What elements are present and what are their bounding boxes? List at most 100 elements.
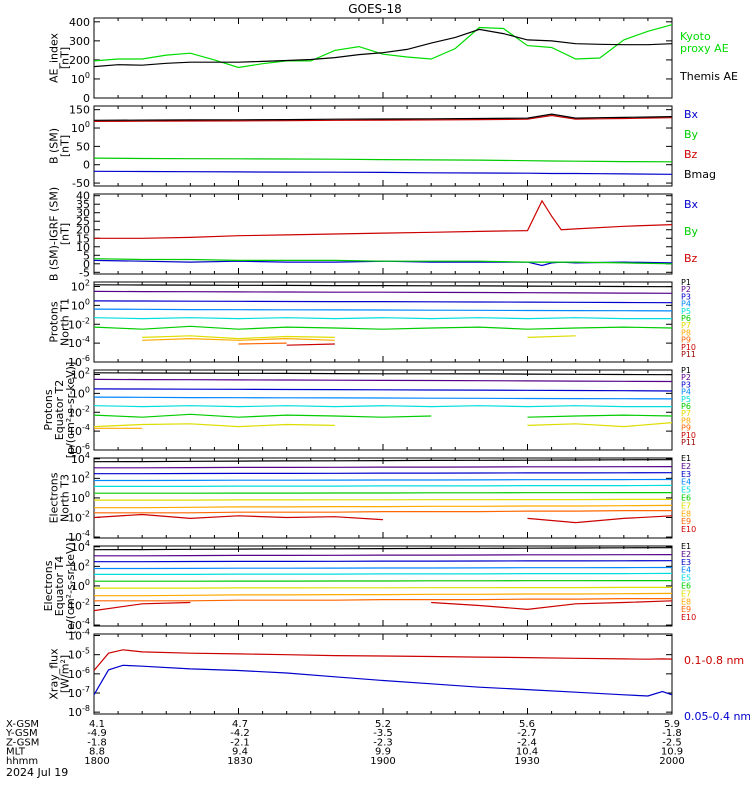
x-tick-label: 1930 (514, 756, 539, 767)
y-tick-label: 10-2 (68, 597, 90, 612)
x-row-label: hhmm (6, 756, 38, 767)
panel-frame (93, 633, 673, 715)
y-tick-label: 10-2 (68, 509, 90, 524)
series-line-p2 (93, 290, 673, 294)
legend-label: Kyoto (680, 30, 711, 43)
y-tick-label: 102 (71, 470, 90, 485)
y-tick-label: -50 (72, 177, 90, 190)
legend-label: P11 (681, 350, 696, 359)
y-tick-label: 10-6 (68, 666, 90, 681)
legend-label: P3 (681, 292, 691, 301)
legend-label: P8 (681, 416, 691, 425)
series-line-e4 (94, 478, 673, 482)
series-line-e9 (94, 510, 672, 514)
y-tick-label: 102 (71, 279, 90, 294)
y-tick-label: 20 (76, 224, 90, 237)
legend-label: E7 (681, 501, 691, 510)
x-tick-label: -1.8 (87, 737, 107, 748)
legend-label: E4 (681, 566, 691, 575)
series-line-p3 (93, 300, 673, 304)
legend-label: E10 (681, 525, 696, 534)
x-tick-label: -4.2 (230, 728, 250, 739)
legend-label: P4 (681, 388, 691, 397)
x-axis-table: X-GSM 4.1 4.7 5.2 5.6 5.9Y-GSM -4.9 -4.2 -3.5 -2.… (5, 719, 685, 767)
series-line-e3 (94, 560, 673, 563)
y-tick-label: 5 (83, 249, 90, 262)
x-tick-label: 4.7 (232, 719, 248, 730)
panel-frame (93, 369, 673, 451)
chart-title: GOES-18 (348, 2, 402, 16)
series-line-e3 (94, 472, 673, 475)
series-line-bx (93, 170, 673, 175)
series-line-p1 (93, 372, 673, 376)
y-tick-label: 200 (69, 54, 90, 67)
legend-label: P1 (681, 278, 691, 287)
y-tick-label: 100 (71, 578, 90, 593)
y-tick-label: 10-6 (68, 354, 90, 369)
legend-label: E8 (681, 509, 691, 518)
x-tick-label: -4.9 (87, 728, 107, 739)
x-tick-label: 1830 (227, 756, 252, 767)
series-line-p7 (142, 336, 672, 339)
legend-label: P4 (681, 300, 691, 309)
legend-label: 0.1-0.8 nm (684, 654, 744, 667)
series-line-e9 (94, 598, 672, 602)
series-line-0-1-0-8-nm (93, 649, 673, 671)
x-tick-label: 9.9 (375, 747, 391, 758)
y-axis-label: ElectronsEquator T4[e/(cm²-s-sr-keV)] (42, 538, 77, 634)
x-tick-label: 8.8 (89, 747, 105, 758)
y-tick-label: 35 (76, 198, 90, 211)
series-line-bz (93, 114, 673, 122)
legend-label: P10 (681, 431, 696, 440)
panel-frame (93, 457, 673, 539)
y-axis-label: B (SM)[nT] (48, 128, 72, 164)
series-line-p5 (93, 317, 672, 320)
legend-label: P7 (681, 409, 691, 418)
series-line-p5 (93, 405, 672, 408)
x-row-label: Z-GSM (6, 737, 39, 748)
legend-label: P5 (681, 395, 691, 404)
x-tick-label: 1900 (370, 756, 395, 767)
series-line-0-05-0-4-nm (93, 664, 673, 697)
y-axis-label: Xray_flux[W/m²] (48, 648, 72, 700)
series-line-p7 (93, 422, 673, 428)
y-tick-label: 100 (71, 120, 90, 135)
legend-label: E3 (681, 558, 691, 567)
panel-frame (93, 281, 673, 363)
y-tick-label: 10-4 (68, 617, 90, 632)
x-tick-label: -2.5 (662, 737, 682, 748)
series-line-by (93, 157, 673, 163)
legend-label: P6 (681, 402, 691, 411)
legend-label: E4 (681, 478, 691, 487)
y-axis-label: ProtonsEquator T2[p/(cm²-s-sr-keV)] (42, 362, 77, 459)
date-label: 2024 Jul 19 (6, 766, 68, 779)
x-tick-label: -2.3 (373, 737, 393, 748)
series-line-e2 (94, 466, 673, 469)
legend-label: P9 (681, 424, 691, 433)
series-line-e10 (93, 600, 673, 612)
y-tick-label: 102 (71, 558, 90, 573)
y-tick-label: 50 (76, 140, 90, 153)
y-tick-label: 104 (71, 539, 90, 554)
legend-label: E6 (681, 494, 691, 503)
legend-label: E6 (681, 582, 691, 591)
x-tick-label: 1800 (84, 756, 109, 767)
x-tick-label: 10.9 (661, 747, 683, 758)
y-tick-label: 100 (71, 385, 90, 400)
x-tick-label: 5.2 (375, 719, 391, 730)
x-tick-label: -2.1 (230, 737, 250, 748)
panel-frame (93, 545, 673, 627)
series-line-p4 (93, 308, 673, 312)
legend-label: P10 (681, 343, 696, 352)
legend-label: proxy AE (680, 42, 729, 55)
legend-label: E7 (681, 589, 691, 598)
y-tick-label: 10-6 (68, 442, 90, 457)
legend-label: P9 (681, 336, 691, 345)
legend-label: E9 (681, 517, 691, 526)
series-line-p1 (93, 284, 673, 288)
series-line-p6 (93, 413, 673, 418)
legend-label: E1 (681, 542, 691, 551)
panel-electrons_t3: 10-4 10-2 100 102 104 ElectronsNorth T3 E1E2E3… (48, 451, 697, 544)
legend-label: E2 (681, 550, 691, 559)
